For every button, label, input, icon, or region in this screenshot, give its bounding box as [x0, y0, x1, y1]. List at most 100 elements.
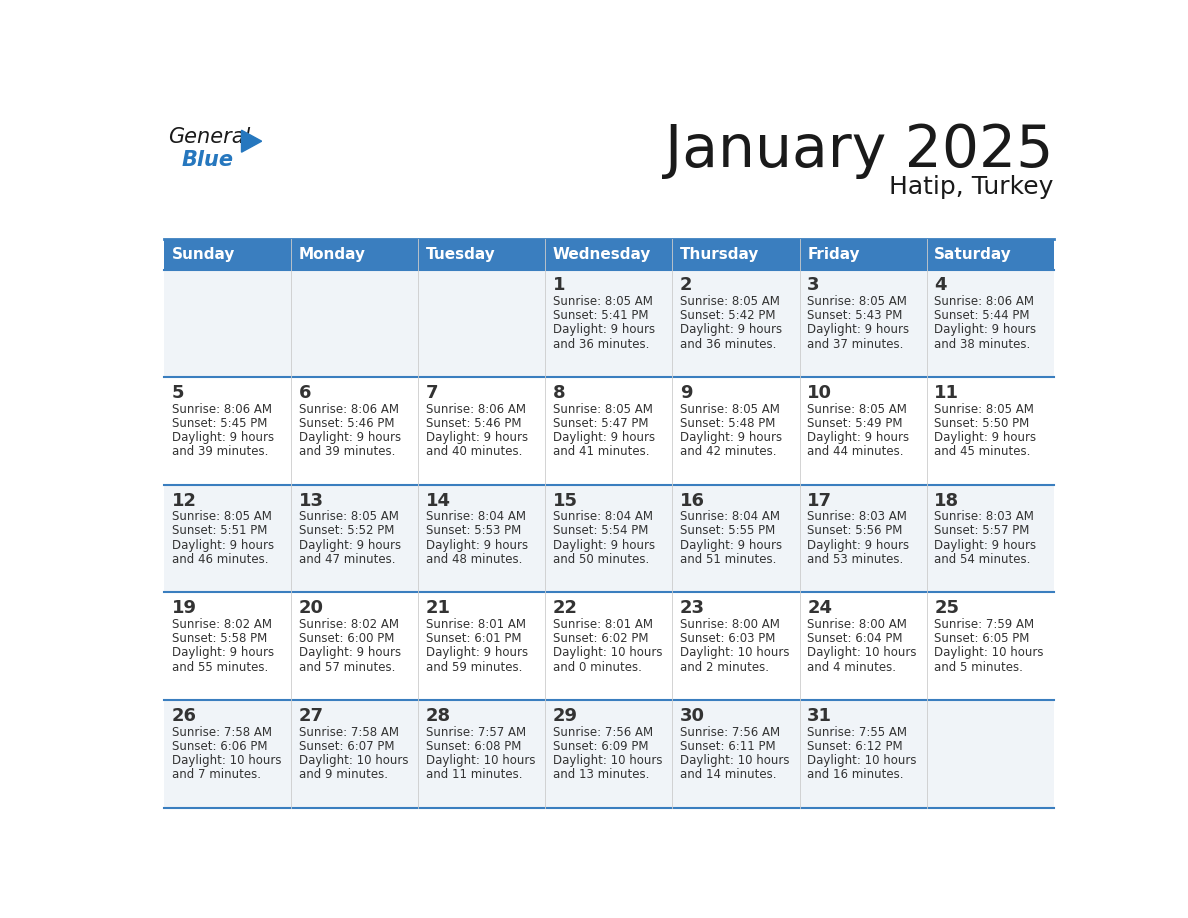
- Text: and 40 minutes.: and 40 minutes.: [425, 445, 523, 458]
- Bar: [164, 700, 1054, 808]
- Text: Sunrise: 8:05 AM: Sunrise: 8:05 AM: [934, 403, 1034, 416]
- Text: and 42 minutes.: and 42 minutes.: [680, 445, 777, 458]
- Text: Sunset: 6:00 PM: Sunset: 6:00 PM: [298, 633, 394, 645]
- Text: Sunset: 5:50 PM: Sunset: 5:50 PM: [934, 417, 1030, 430]
- Text: Daylight: 10 hours: Daylight: 10 hours: [552, 646, 663, 659]
- Text: and 41 minutes.: and 41 minutes.: [552, 445, 650, 458]
- Text: Sunrise: 8:06 AM: Sunrise: 8:06 AM: [425, 403, 526, 416]
- Text: and 36 minutes.: and 36 minutes.: [552, 338, 650, 351]
- Text: Sunrise: 8:03 AM: Sunrise: 8:03 AM: [934, 510, 1034, 523]
- Text: Sunrise: 7:55 AM: Sunrise: 7:55 AM: [807, 725, 908, 739]
- Text: Daylight: 9 hours: Daylight: 9 hours: [680, 539, 782, 552]
- Text: 29: 29: [552, 707, 577, 725]
- Text: Daylight: 9 hours: Daylight: 9 hours: [298, 431, 400, 444]
- Text: 3: 3: [807, 276, 820, 295]
- Text: 21: 21: [425, 599, 450, 618]
- Text: Daylight: 9 hours: Daylight: 9 hours: [807, 539, 909, 552]
- Text: Daylight: 9 hours: Daylight: 9 hours: [425, 431, 527, 444]
- Text: Sunset: 6:03 PM: Sunset: 6:03 PM: [680, 633, 776, 645]
- Text: 25: 25: [934, 599, 959, 618]
- Bar: [800, 239, 927, 270]
- Text: Sunrise: 8:05 AM: Sunrise: 8:05 AM: [552, 295, 652, 308]
- Text: Sunrise: 8:06 AM: Sunrise: 8:06 AM: [934, 295, 1035, 308]
- Text: Daylight: 9 hours: Daylight: 9 hours: [680, 431, 782, 444]
- Text: Friday: Friday: [807, 247, 860, 262]
- Text: Daylight: 9 hours: Daylight: 9 hours: [934, 431, 1036, 444]
- Text: Daylight: 10 hours: Daylight: 10 hours: [807, 646, 917, 659]
- Text: Sunset: 6:09 PM: Sunset: 6:09 PM: [552, 740, 649, 753]
- Text: Blue: Blue: [182, 151, 234, 170]
- Text: Sunset: 5:49 PM: Sunset: 5:49 PM: [807, 417, 903, 430]
- Text: Daylight: 9 hours: Daylight: 9 hours: [680, 323, 782, 337]
- Text: Sunset: 5:55 PM: Sunset: 5:55 PM: [680, 524, 776, 538]
- Text: Saturday: Saturday: [934, 247, 1012, 262]
- Text: and 54 minutes.: and 54 minutes.: [934, 553, 1031, 566]
- Text: and 59 minutes.: and 59 minutes.: [425, 661, 523, 674]
- Bar: [418, 239, 545, 270]
- Text: Daylight: 10 hours: Daylight: 10 hours: [934, 646, 1044, 659]
- Text: Daylight: 9 hours: Daylight: 9 hours: [171, 431, 273, 444]
- Text: Sunrise: 8:04 AM: Sunrise: 8:04 AM: [552, 510, 653, 523]
- Text: Sunset: 5:56 PM: Sunset: 5:56 PM: [807, 524, 903, 538]
- Text: Daylight: 9 hours: Daylight: 9 hours: [425, 646, 527, 659]
- Text: and 39 minutes.: and 39 minutes.: [298, 445, 396, 458]
- Text: Daylight: 9 hours: Daylight: 9 hours: [552, 431, 655, 444]
- Text: Sunrise: 8:02 AM: Sunrise: 8:02 AM: [171, 618, 272, 631]
- Text: Sunrise: 8:06 AM: Sunrise: 8:06 AM: [298, 403, 399, 416]
- Text: Sunrise: 8:02 AM: Sunrise: 8:02 AM: [298, 618, 399, 631]
- Bar: [291, 239, 418, 270]
- Text: Sunset: 5:58 PM: Sunset: 5:58 PM: [171, 633, 267, 645]
- Text: Tuesday: Tuesday: [425, 247, 495, 262]
- Bar: [545, 239, 672, 270]
- Text: Sunset: 5:46 PM: Sunset: 5:46 PM: [298, 417, 394, 430]
- Bar: [672, 239, 800, 270]
- Bar: [927, 239, 1054, 270]
- Text: and 14 minutes.: and 14 minutes.: [680, 768, 777, 781]
- Text: Sunset: 5:48 PM: Sunset: 5:48 PM: [680, 417, 776, 430]
- Text: Daylight: 10 hours: Daylight: 10 hours: [171, 754, 282, 767]
- Text: Sunrise: 8:06 AM: Sunrise: 8:06 AM: [171, 403, 272, 416]
- Text: and 9 minutes.: and 9 minutes.: [298, 768, 387, 781]
- Text: 13: 13: [298, 492, 323, 509]
- Text: and 38 minutes.: and 38 minutes.: [934, 338, 1030, 351]
- Text: 9: 9: [680, 384, 693, 402]
- Text: and 37 minutes.: and 37 minutes.: [807, 338, 904, 351]
- Text: and 50 minutes.: and 50 minutes.: [552, 553, 649, 566]
- Text: Sunrise: 8:01 AM: Sunrise: 8:01 AM: [425, 618, 526, 631]
- Text: and 55 minutes.: and 55 minutes.: [171, 661, 267, 674]
- Text: 8: 8: [552, 384, 565, 402]
- Text: Sunrise: 8:00 AM: Sunrise: 8:00 AM: [807, 618, 906, 631]
- Text: Sunrise: 7:58 AM: Sunrise: 7:58 AM: [298, 725, 399, 739]
- Text: Sunrise: 8:05 AM: Sunrise: 8:05 AM: [807, 295, 906, 308]
- Text: 4: 4: [934, 276, 947, 295]
- Text: Daylight: 9 hours: Daylight: 9 hours: [298, 539, 400, 552]
- Text: and 5 minutes.: and 5 minutes.: [934, 661, 1023, 674]
- Text: Sunrise: 8:05 AM: Sunrise: 8:05 AM: [807, 403, 906, 416]
- Text: Sunset: 5:47 PM: Sunset: 5:47 PM: [552, 417, 649, 430]
- Text: 26: 26: [171, 707, 197, 725]
- Text: Sunset: 6:04 PM: Sunset: 6:04 PM: [807, 633, 903, 645]
- Text: Sunrise: 8:05 AM: Sunrise: 8:05 AM: [680, 295, 779, 308]
- Text: Daylight: 10 hours: Daylight: 10 hours: [680, 754, 790, 767]
- Text: and 45 minutes.: and 45 minutes.: [934, 445, 1031, 458]
- Text: 10: 10: [807, 384, 832, 402]
- Text: and 11 minutes.: and 11 minutes.: [425, 768, 523, 781]
- Text: and 48 minutes.: and 48 minutes.: [425, 553, 523, 566]
- Text: Wednesday: Wednesday: [552, 247, 651, 262]
- Bar: [164, 592, 1054, 700]
- Text: Sunrise: 8:00 AM: Sunrise: 8:00 AM: [680, 618, 779, 631]
- Text: 18: 18: [934, 492, 960, 509]
- Text: Daylight: 9 hours: Daylight: 9 hours: [552, 323, 655, 337]
- Text: Sunset: 5:46 PM: Sunset: 5:46 PM: [425, 417, 522, 430]
- Text: and 7 minutes.: and 7 minutes.: [171, 768, 260, 781]
- Polygon shape: [241, 130, 261, 152]
- Text: Monday: Monday: [298, 247, 366, 262]
- Text: Sunset: 5:57 PM: Sunset: 5:57 PM: [934, 524, 1030, 538]
- Text: Daylight: 10 hours: Daylight: 10 hours: [680, 646, 790, 659]
- Text: 6: 6: [298, 384, 311, 402]
- Text: Sunset: 5:42 PM: Sunset: 5:42 PM: [680, 309, 776, 322]
- Text: Daylight: 10 hours: Daylight: 10 hours: [298, 754, 409, 767]
- Text: Sunset: 5:53 PM: Sunset: 5:53 PM: [425, 524, 522, 538]
- Bar: [164, 239, 291, 270]
- Text: Sunset: 6:01 PM: Sunset: 6:01 PM: [425, 633, 522, 645]
